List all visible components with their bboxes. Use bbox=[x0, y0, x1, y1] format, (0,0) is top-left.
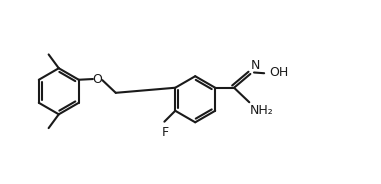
Text: NH₂: NH₂ bbox=[250, 104, 274, 117]
Text: OH: OH bbox=[269, 66, 288, 79]
Text: F: F bbox=[162, 126, 169, 139]
Text: O: O bbox=[93, 72, 102, 86]
Text: N: N bbox=[251, 59, 260, 72]
